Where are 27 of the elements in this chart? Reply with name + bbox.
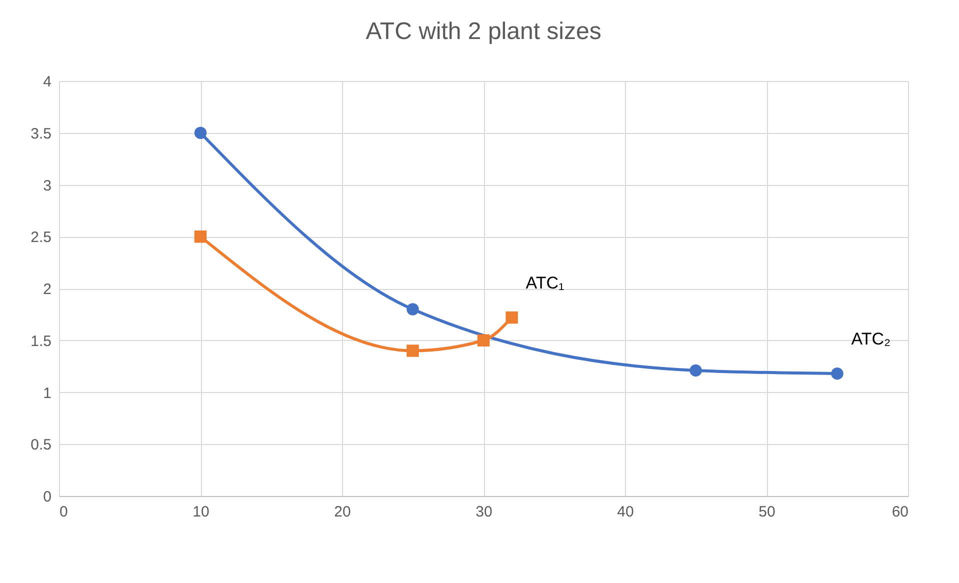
y-tick-label: 2: [43, 281, 52, 298]
x-tick-label: 60: [892, 504, 908, 520]
point: [406, 344, 419, 357]
y-tick-label: 1.5: [30, 332, 52, 350]
series-label: ATC₁: [526, 274, 565, 293]
y-tick-label: 0: [43, 488, 52, 506]
series-label: ATC₂: [851, 330, 891, 349]
x-tick-label: 50: [758, 504, 776, 520]
point: [406, 303, 419, 316]
x-tick-label: 20: [334, 504, 351, 520]
point: [194, 230, 207, 243]
x-tick-label: 0: [60, 504, 68, 520]
point: [506, 311, 518, 324]
point: [194, 126, 207, 139]
y-tick-label: 1: [43, 384, 52, 402]
y-tick-label: 2.5: [30, 229, 52, 246]
y-tick-label: 0.5: [30, 436, 52, 454]
y-tick-label: 3.5: [30, 125, 52, 142]
x-tick-label: 10: [192, 504, 210, 520]
point: [690, 364, 702, 377]
x-tick-label: 40: [617, 504, 634, 520]
point: [831, 367, 844, 380]
y-tick-label: 4: [43, 74, 52, 90]
chart-title: ATC with 2 plant sizes: [366, 18, 602, 45]
x-tick-label: 30: [476, 504, 492, 520]
point: [477, 334, 490, 346]
y-tick-label: 3: [43, 177, 52, 194]
